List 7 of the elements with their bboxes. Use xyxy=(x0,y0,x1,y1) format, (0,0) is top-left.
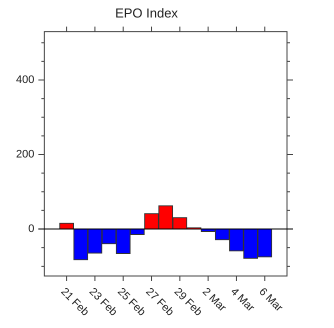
y-tick-label: 200 xyxy=(16,148,34,161)
x-tick-label: 2 Mar xyxy=(200,286,228,314)
x-tick-label: 6 Mar xyxy=(256,286,286,314)
y-tick-label: 0 xyxy=(28,223,34,236)
x-tick-label: 4 Mar xyxy=(228,286,257,314)
chart-title: EPO Index xyxy=(115,5,178,20)
y-tick-label: 400 xyxy=(16,74,34,86)
